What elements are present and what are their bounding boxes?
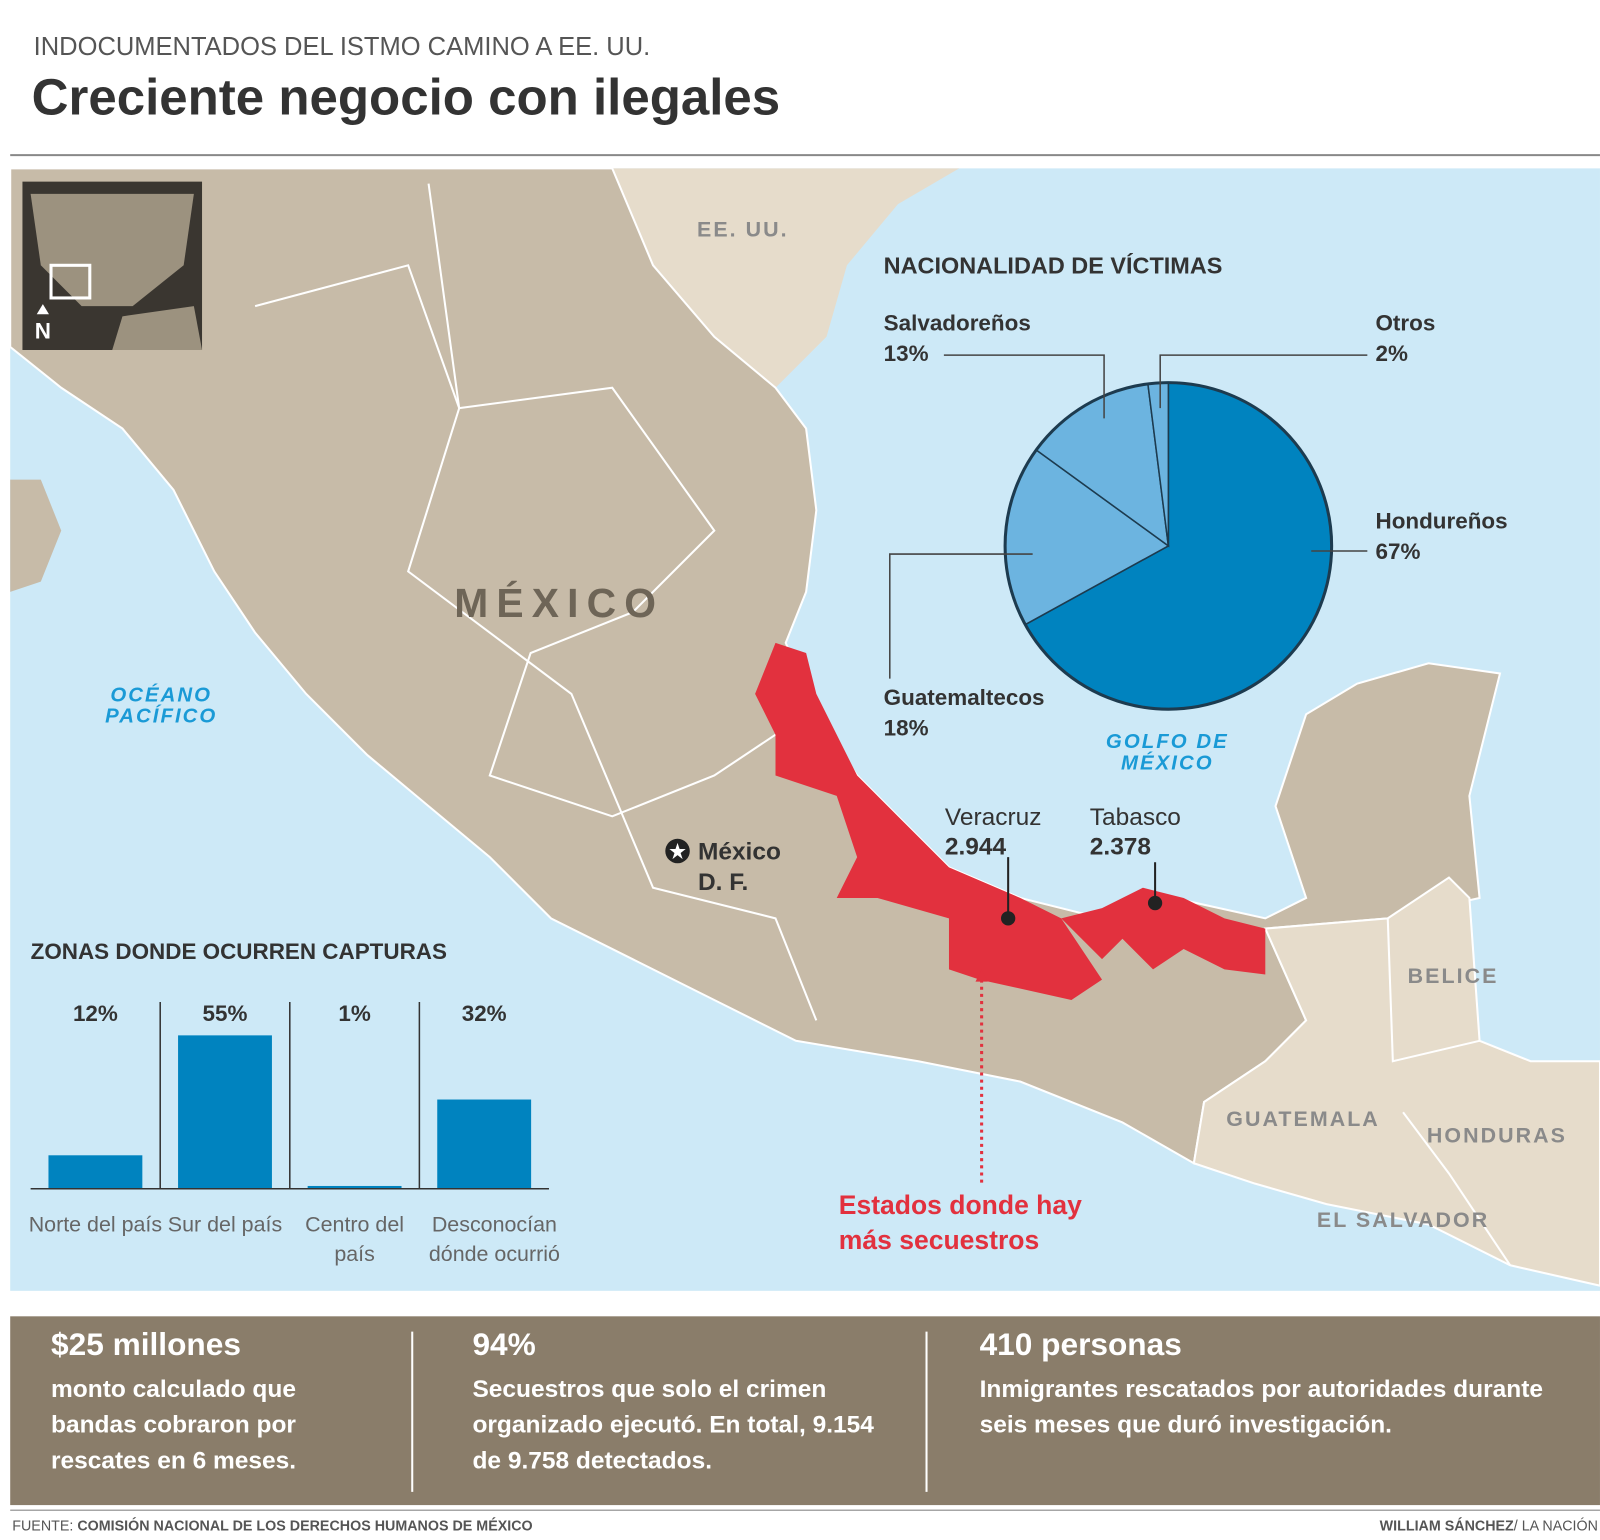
capital: México (698, 839, 781, 866)
leader (889, 553, 1033, 679)
bar-value: 12% (73, 1001, 118, 1026)
pie-label: Salvadoreños (884, 310, 1031, 335)
stat-headline: 410 personas (979, 1326, 1182, 1363)
north-arrow (36, 304, 49, 315)
highlight-note: Estados donde hay (839, 1190, 1082, 1220)
source: COMISIÓN NACIONAL DE LOS DERECHOS HUMANO… (77, 1517, 533, 1534)
pie-value: 18% (884, 716, 929, 741)
bar-value: 55% (203, 1001, 248, 1026)
label-ocean: OCÉANO (110, 683, 212, 706)
leader (1159, 354, 1368, 409)
capital: D. F. (698, 869, 748, 896)
stats-panel (10, 1316, 1600, 1506)
pie-value: 67% (1375, 539, 1420, 564)
label-ocean: PACÍFICO (105, 705, 217, 728)
footer-source: FUENTE: COMISIÓN NACIONAL DE LOS DERECHO… (12, 1517, 532, 1533)
stat: 94% Secuestros que solo el crimen organiz… (472, 1327, 901, 1479)
bar-category: Centro del país (305, 1213, 405, 1267)
bar-category: Desconocían dónde ocurrió (428, 1213, 560, 1267)
country: BELICE (1408, 964, 1499, 988)
label-us: EE. UU. (697, 217, 789, 241)
inset-land (30, 193, 194, 307)
border (1386, 918, 1480, 1063)
inset-box (49, 263, 92, 300)
baja (10, 479, 62, 592)
label-gulf: GOLFO DE (1106, 731, 1229, 753)
border (254, 264, 777, 818)
highlight-note: más secuestros (839, 1225, 1039, 1255)
pie-value: 2% (1375, 341, 1407, 366)
stat-headline: $25 millones (51, 1326, 241, 1363)
outlet: / LA NACIÓN (1513, 1517, 1598, 1534)
state-value: 2.944 (945, 833, 1007, 860)
us (612, 168, 960, 388)
leader (943, 354, 1105, 419)
bar-category: Sur del país (167, 1213, 283, 1237)
pie-label: Guatemaltecos (884, 685, 1045, 710)
bar-category: Norte del país (28, 1213, 163, 1237)
stat-text: Secuestros que solo el crimen organizado… (472, 1375, 874, 1475)
veracruz (755, 642, 1103, 1000)
stat-text: Inmigrantes rescatados por autoridades d… (979, 1375, 1543, 1439)
title: Creciente negocio con ilegales (31, 68, 781, 126)
label-mexico: MÉXICO (454, 580, 664, 626)
pie-label: Otros (1375, 310, 1435, 335)
author: WILLIAM SÁNCHEZ (1379, 1517, 1514, 1534)
country: GUATEMALA (1226, 1107, 1380, 1131)
bar-value: 32% (462, 1001, 507, 1026)
pie-value: 13% (884, 341, 929, 366)
border (406, 183, 818, 1021)
stat: 410 personas Inmigrantes rescatados por a… (980, 1327, 1582, 1443)
tabasco (1061, 887, 1266, 975)
pie-outline (1003, 381, 1334, 711)
pie-label: Hondureños (1375, 508, 1507, 533)
state-name: Veracruz (945, 804, 1042, 831)
label-gulf: MÉXICO (1121, 752, 1214, 775)
star (669, 842, 686, 860)
inset-land (112, 306, 203, 350)
pie-title: NACIONALIDAD DE VÍCTIMAS (884, 252, 1223, 279)
country: EL SALVADOR (1317, 1208, 1489, 1232)
state-value: 2.378 (1090, 833, 1151, 860)
north: N (35, 319, 51, 344)
bar (48, 1155, 143, 1189)
bar-title: ZONAS DONDE OCURREN CAPTURAS (31, 939, 447, 964)
footer-credit: WILLIAM SÁNCHEZ/ LA NACIÓN (1380, 1517, 1598, 1533)
bar (437, 1099, 532, 1189)
country: HONDURAS (1427, 1123, 1567, 1147)
border (1402, 1111, 1512, 1266)
source-label: FUENTE: (12, 1517, 74, 1534)
bar-value: 1% (338, 1001, 370, 1026)
state-name: Tabasco (1090, 804, 1181, 831)
kicker: INDOCUMENTADOS DEL ISTMO CAMINO A EE. UU… (33, 32, 651, 62)
bar (307, 1185, 402, 1189)
stat: $25 millones monto calculado que bandas c… (51, 1327, 357, 1479)
stat-headline: 94% (472, 1326, 536, 1363)
stat-text: monto calculado que bandas cobraron por … (51, 1375, 297, 1475)
arrow (975, 969, 988, 982)
bar (178, 1035, 272, 1189)
